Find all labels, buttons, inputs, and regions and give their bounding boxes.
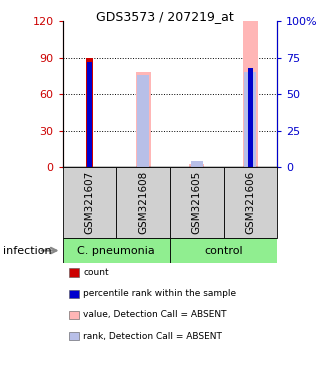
Text: control: control [204,245,243,256]
Bar [191,161,203,167]
Bar [137,75,149,167]
Text: percentile rank within the sample: percentile rank within the sample [83,289,237,298]
Text: infection: infection [3,245,52,256]
Bar [248,68,253,167]
Text: GSM321606: GSM321606 [246,171,255,234]
Bar [86,58,93,167]
Text: GSM321605: GSM321605 [192,171,202,234]
Text: value, Detection Call = ABSENT: value, Detection Call = ABSENT [83,310,227,319]
Bar [63,167,116,238]
Text: GSM321607: GSM321607 [84,171,94,234]
Bar [189,164,204,167]
Bar [170,167,223,238]
Bar [63,238,170,263]
Bar [223,167,277,238]
Text: GDS3573 / 207219_at: GDS3573 / 207219_at [96,10,234,23]
Bar [170,238,277,263]
Text: rank, Detection Call = ABSENT: rank, Detection Call = ABSENT [83,331,222,341]
Bar [87,62,92,167]
Text: GSM321608: GSM321608 [138,171,148,234]
Bar [136,72,150,167]
Text: C. pneumonia: C. pneumonia [78,245,155,256]
Text: count: count [83,268,109,277]
Bar [243,2,258,167]
Bar [116,167,170,238]
Bar [245,72,256,167]
